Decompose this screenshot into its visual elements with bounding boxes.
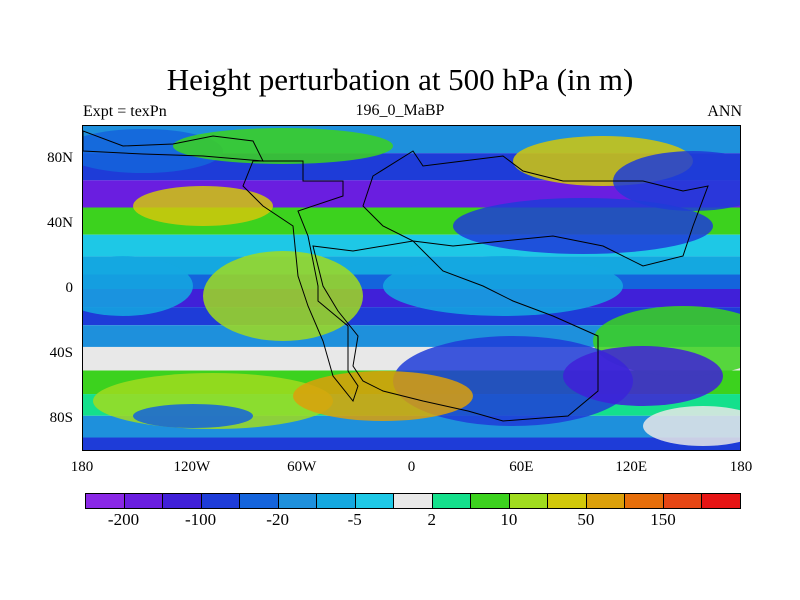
map-panel [82,125,741,451]
contour-region [383,256,623,316]
contour-region [173,128,393,164]
contour-region [293,371,473,421]
labelbar-label: -100 [184,510,217,529]
longitude-tick-label: 180 [729,459,753,475]
labelbar-label: -200 [107,510,140,529]
longitude-tick-label: 60E [509,459,534,475]
labelbar-label: 2 [427,510,437,529]
labelbar-label: -20 [266,510,289,529]
coastline [312,240,599,422]
labelbar-label: 50 [577,510,595,529]
contour-region [133,186,273,226]
experiment-label: Expt = texPn [83,103,167,120]
contour-band [83,437,740,450]
latitude-tick-label: 40S [49,345,73,362]
latitude-tick-label: 80S [49,410,73,427]
labelbar-swatch [277,493,318,509]
longitude-tick-label: 120W [173,459,211,475]
contour-region [83,256,193,316]
contour-map [83,126,740,450]
labelbar-swatch [316,493,356,509]
latitude-tick-label: 0 [65,280,74,296]
latitude-tick-label: 40N [47,214,73,231]
longitude-tick-label: 0 [407,459,416,475]
run-label: 196_0_MaBP [355,102,445,119]
contour-region [643,406,740,446]
longitude-tick-label: 180 [70,459,94,475]
longitude-tick-label: 60W [287,459,317,475]
longitude-tick-label: 120E [615,459,647,475]
labelbar-swatch [393,493,433,509]
labelbar-swatch [123,493,164,509]
labelbar-swatch [162,493,202,509]
coastline [242,160,359,403]
coastline [362,150,709,267]
labelbar-label: -5 [347,510,362,529]
labelbar-swatch [200,493,241,509]
labelbar-label: 150 [650,510,676,529]
contour-region [563,346,723,406]
labelbar-label: 10 [500,510,518,529]
latitude-tick-label: 80N [47,149,73,166]
annual-label: ANN [707,103,742,120]
contour-region [203,251,363,341]
labelbar-swatch [508,493,549,509]
labelbar-swatch [470,493,510,509]
contour-region [133,404,253,428]
labelbar-swatch [354,493,395,509]
contour-region [613,151,740,211]
labelbar-swatch [547,493,587,509]
labelbar-swatch [239,493,279,509]
labelbar-swatch [431,493,472,509]
labelbar-swatch [701,493,741,509]
plot-title: Height perturbation at 500 hPa (in m) [166,62,634,97]
labelbar-swatch [85,493,125,509]
labelbar-swatch [585,493,626,509]
labelbar-swatch [662,493,703,509]
labelbar-swatch [624,493,664,509]
contour-region [453,198,713,254]
coastline [83,130,264,162]
